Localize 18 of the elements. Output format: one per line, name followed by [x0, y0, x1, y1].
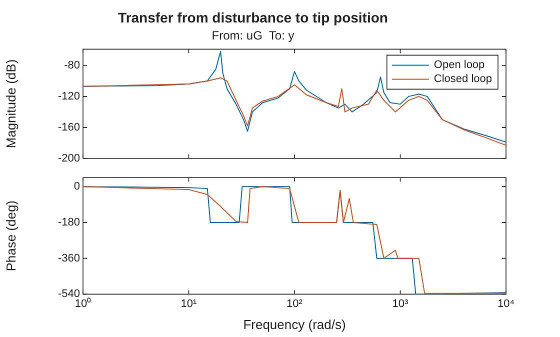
legend-label: Closed loop: [434, 73, 492, 86]
x-tick-label: 10⁴: [498, 298, 515, 310]
y-tick-label: -160: [58, 121, 80, 134]
y-tick-label: -200: [58, 152, 80, 164]
y-axis-title: Magnitude (dB): [3, 59, 18, 148]
x-tick-label: 10³: [392, 298, 409, 310]
x-tick-label: 10¹: [180, 298, 198, 310]
y-axis-title: Phase (deg): [3, 200, 18, 272]
y-tick-label: -120: [58, 90, 80, 102]
chart-subtitle: From: uG To: y: [212, 28, 294, 42]
legend-label: Open loop: [434, 59, 485, 72]
y-tick-label: -180: [58, 216, 80, 228]
x-tick-label: 10²: [286, 298, 303, 310]
y-tick-label: -360: [58, 252, 80, 264]
y-tick-label: -80: [64, 59, 80, 72]
chart-title: Transfer from disturbance to tip position: [118, 9, 388, 26]
y-tick-label: 0: [74, 180, 80, 193]
x-axis-title: Frequency (rad/s): [243, 316, 346, 332]
